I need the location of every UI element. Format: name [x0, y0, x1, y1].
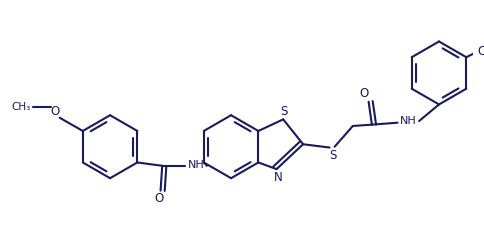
Text: O: O — [360, 87, 369, 100]
Text: CH₃: CH₃ — [12, 102, 31, 112]
Text: N: N — [274, 171, 283, 184]
Text: O: O — [50, 105, 59, 118]
Text: O: O — [154, 193, 164, 205]
Text: NH: NH — [188, 160, 205, 170]
Text: Cl: Cl — [477, 45, 484, 58]
Text: S: S — [329, 148, 336, 162]
Text: S: S — [280, 105, 287, 118]
Text: NH: NH — [400, 116, 417, 126]
